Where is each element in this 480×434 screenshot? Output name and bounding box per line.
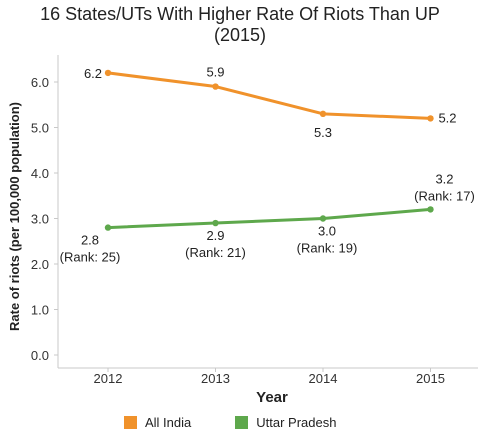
data-label-uttar-pradesh: (Rank: 25) xyxy=(60,250,121,265)
chart-title-line-1: 16 States/UTs With Higher Rate Of Riots … xyxy=(40,4,440,24)
data-label-uttar-pradesh: (Rank: 21) xyxy=(185,245,246,260)
chart-title-line-2: (2015) xyxy=(213,25,267,45)
data-label-all-india: 5.3 xyxy=(314,125,332,140)
y-tick-label: 5.0 xyxy=(31,121,49,136)
x-tick-label: 2015 xyxy=(416,371,445,386)
legend: All India Uttar Pradesh xyxy=(124,412,380,432)
data-point-all-india xyxy=(212,83,219,90)
y-tick-label: 0.0 xyxy=(31,348,49,363)
data-label-uttar-pradesh: 2.8 xyxy=(81,233,99,248)
data-label-uttar-pradesh: 3.0 xyxy=(318,224,336,239)
line-chart: 0.0 1.0 2.0 3.0 4.0 5.0 6.0 2012 2013 2014 2015 Yea… xyxy=(7,55,478,406)
data-point-all-india xyxy=(427,115,434,122)
data-label-uttar-pradesh: 3.2 xyxy=(435,171,453,186)
data-point-uttar-pradesh xyxy=(104,224,112,231)
legend-item-all-india[interactable]: All India xyxy=(124,415,191,430)
data-label-uttar-pradesh: 2.9 xyxy=(206,228,224,243)
data-point-all-india xyxy=(104,69,112,77)
x-axis-title: Year xyxy=(256,389,288,406)
legend-item-uttar-pradesh[interactable]: Uttar Pradesh xyxy=(235,415,336,430)
y-tick-label: 3.0 xyxy=(31,212,49,227)
y-tick-label: 1.0 xyxy=(31,303,49,318)
data-label-uttar-pradesh: (Rank: 19) xyxy=(297,241,358,256)
data-label-all-india: 6.2 xyxy=(84,66,102,81)
y-axis-title: Rate of riots (per 100,000 population) xyxy=(7,102,22,331)
legend-label-all-india: All India xyxy=(145,414,192,430)
data-point-uttar-pradesh xyxy=(319,215,327,222)
data-label-all-india: 5.9 xyxy=(206,65,224,80)
x-tick-label: 2012 xyxy=(94,371,123,386)
data-point-all-india xyxy=(319,110,327,118)
legend-swatch-uttar-pradesh xyxy=(235,415,249,429)
legend-swatch-all-india xyxy=(124,415,137,429)
x-tick-label: 2014 xyxy=(309,371,338,386)
y-tick-label: 2.0 xyxy=(31,257,49,272)
series-line-all-india xyxy=(106,71,432,120)
legend-label-uttar-pradesh: Uttar Pradesh xyxy=(256,414,337,430)
y-tick-label: 4.0 xyxy=(31,166,49,181)
data-label-all-india: 5.2 xyxy=(438,110,456,125)
data-label-uttar-pradesh: (Rank: 17) xyxy=(414,188,475,203)
x-tick-label: 2013 xyxy=(201,371,230,386)
series-line-uttar-pradesh xyxy=(106,207,432,230)
data-point-uttar-pradesh xyxy=(212,219,219,227)
y-tick-label: 6.0 xyxy=(31,75,49,90)
chart-title: 16 States/UTs With Higher Rate Of Riots … xyxy=(0,4,480,46)
data-point-uttar-pradesh xyxy=(427,206,434,213)
